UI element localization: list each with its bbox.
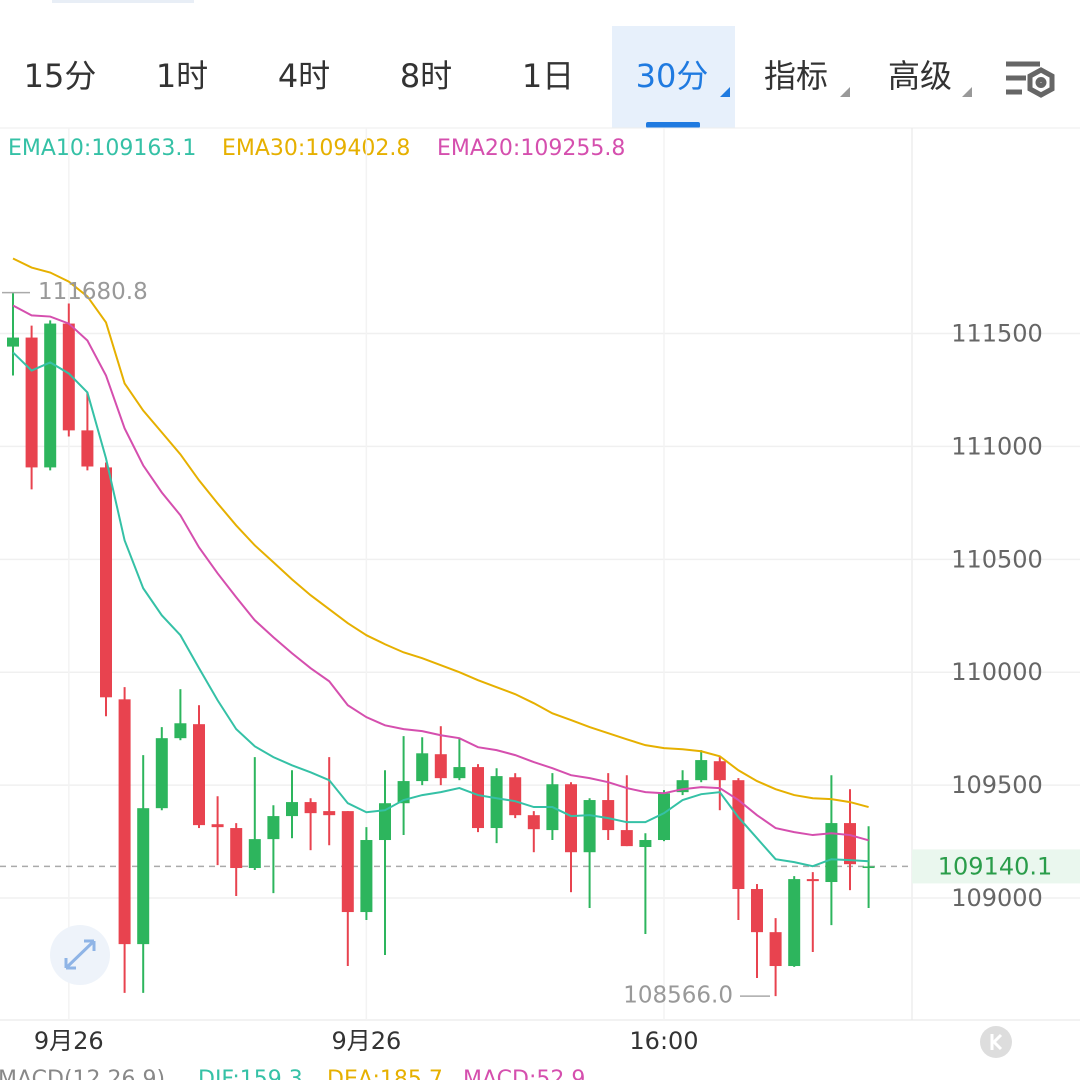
y-tick-label: 109000 [951,884,1043,912]
macd-label: DIF:159.3 [198,1067,303,1080]
candle-body [248,839,261,869]
ema-line [12,257,869,809]
last-price-tag [912,849,1080,884]
candle-body [155,738,168,809]
candle-body [509,777,522,816]
tab[interactable]: 15分 [24,57,97,95]
tab[interactable]: 30分 [636,57,709,95]
macd-label: MACD(12,26,9) [0,1067,165,1080]
dropdown-arrow [840,87,850,97]
candle-body [676,780,689,793]
tab[interactable]: 指标 [764,57,828,95]
macd-label: MACD:52.9 [463,1067,585,1080]
candle-body [267,816,280,840]
y-tick-label: 111500 [951,319,1043,347]
selected-tab-bg [612,26,735,128]
y-tick-label: 110500 [951,545,1043,573]
tab[interactable]: 8时 [400,57,452,95]
candle-body [118,699,131,945]
candle-body [769,932,782,967]
tab[interactable]: 高级 [888,57,952,95]
dropdown-arrow [720,87,730,97]
legend: EMA10:109163.1 EMA30:109402.8 EMA20:109255… [8,136,625,161]
candle-body [453,767,466,779]
legend-entry: EMA20:109255.8 [437,136,625,161]
candle-body [639,840,652,848]
tab[interactable]: 1日 [522,57,574,95]
ema-line [12,351,869,868]
icon-hex [1027,67,1055,98]
expand-icon [64,939,96,970]
top-strip [52,0,194,3]
macd-label: DEA:185.7 [327,1067,443,1080]
x-tick-label: 16:00 [629,1027,698,1055]
candle-body [527,815,540,830]
candle-body [323,811,336,816]
icon-dot [1035,77,1047,88]
candle-body [434,754,447,779]
high-label: 111680.8 [38,279,148,305]
tab[interactable]: 4时 [278,57,330,95]
candle-body [620,830,633,847]
plot [0,128,1080,1020]
low-label: 108566.0 [623,983,733,1009]
tab[interactable]: 1时 [156,57,208,95]
candle-body [7,337,19,347]
candle-body [602,800,615,831]
candle-body [100,467,112,698]
x-tick-label: 9月26 [331,1027,401,1055]
scroll-end-icon [990,1033,1003,1051]
candle-body [174,723,187,739]
x-tick-label: 9月26 [34,1027,104,1055]
candle-body [304,802,317,814]
candle-body [583,800,596,853]
candle-body [751,889,763,933]
candle-body [286,802,298,817]
candle-body [341,811,354,913]
candle-body [862,866,875,869]
candle-body [788,879,801,967]
selected-tab-indicator [646,122,700,128]
y-tick-label: 111000 [951,432,1043,460]
candle-body [81,430,94,467]
candle-body [472,767,484,829]
candle-body [490,776,503,829]
legend-entry: EMA10:109163.1 [8,136,196,161]
candle-body [658,793,670,841]
dropdown-arrow [962,87,972,97]
candle-body [44,323,57,468]
legend-entry: EMA30:109402.8 [222,136,410,161]
candle-body [695,760,708,781]
candle-body [397,781,410,804]
ema-line [12,304,869,842]
candle-body [211,824,224,828]
candle-body [137,808,150,945]
candle-body [806,879,819,882]
candle-body [230,828,243,869]
candle-body [62,323,75,431]
candle-body [732,780,745,890]
y-tick-label: 109500 [951,771,1043,799]
candle-body [713,761,726,781]
candle-body [379,803,391,841]
candle-body [193,724,205,826]
candle-body [565,784,577,853]
settings-icon[interactable] [1006,61,1055,98]
candle-body [25,337,38,468]
last-price-label: 109140.1 [938,852,1053,880]
candle-body [416,753,429,782]
candle-body [844,823,856,865]
y-tick-label: 110000 [951,658,1043,686]
candle-body [825,823,838,883]
candle-body [360,840,373,913]
